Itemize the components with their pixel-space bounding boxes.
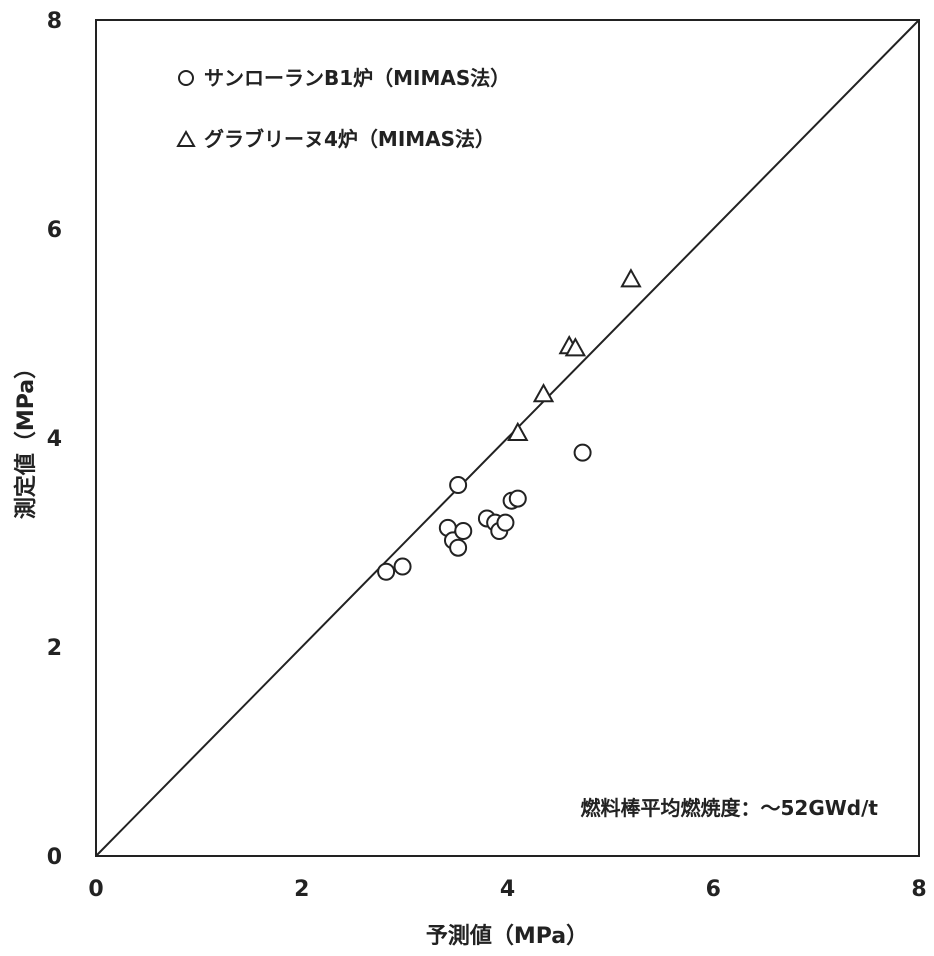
legend-triangle-marker xyxy=(176,129,196,147)
y-tick-label: 0 xyxy=(47,845,62,870)
data-points xyxy=(377,268,642,581)
legend-label-series-2: グラブリーヌ4炉（MIMAS法） xyxy=(204,127,495,151)
legend-circle-marker xyxy=(178,70,194,86)
legend-label-series-1: サンローランB1炉（MIMAS法） xyxy=(204,66,510,90)
legend: サンローランB1炉（MIMAS法） グラブリーヌ4炉（MIMAS法） xyxy=(176,66,510,151)
triangle-point xyxy=(620,268,642,288)
circle-point xyxy=(449,476,468,495)
x-tick-label: 8 xyxy=(911,877,926,902)
plot-area-frame xyxy=(95,19,920,857)
circle-point xyxy=(508,489,527,508)
y-tick-label: 2 xyxy=(47,636,62,661)
y-tick-label: 8 xyxy=(47,9,62,34)
x-tick-labels: 0 2 4 6 8 xyxy=(88,877,926,902)
y-tick-label: 4 xyxy=(47,427,62,452)
triangle-point xyxy=(532,383,555,403)
burnup-annotation: 燃料棒平均燃焼度：～52GWd/t xyxy=(581,796,879,820)
x-axis-label: 予測値（MPa） xyxy=(426,924,588,949)
triangle-point xyxy=(564,337,587,357)
circle-point xyxy=(393,557,412,576)
reference-line xyxy=(95,19,920,857)
y-axis-label: 測定値（MPa） xyxy=(13,357,39,519)
y-tick-label: 6 xyxy=(47,218,62,243)
circle-point xyxy=(573,443,592,462)
x-tick-label: 4 xyxy=(500,877,515,902)
x-tick-label: 2 xyxy=(294,877,309,902)
y-tick-labels: 0 2 4 6 8 xyxy=(47,9,62,870)
circle-point xyxy=(449,538,468,557)
circle-point xyxy=(496,513,515,532)
triangle-point xyxy=(507,421,529,441)
circle-point xyxy=(454,522,473,541)
x-tick-label: 6 xyxy=(706,877,721,902)
x-tick-label: 0 xyxy=(88,877,103,902)
circle-point xyxy=(377,562,396,581)
